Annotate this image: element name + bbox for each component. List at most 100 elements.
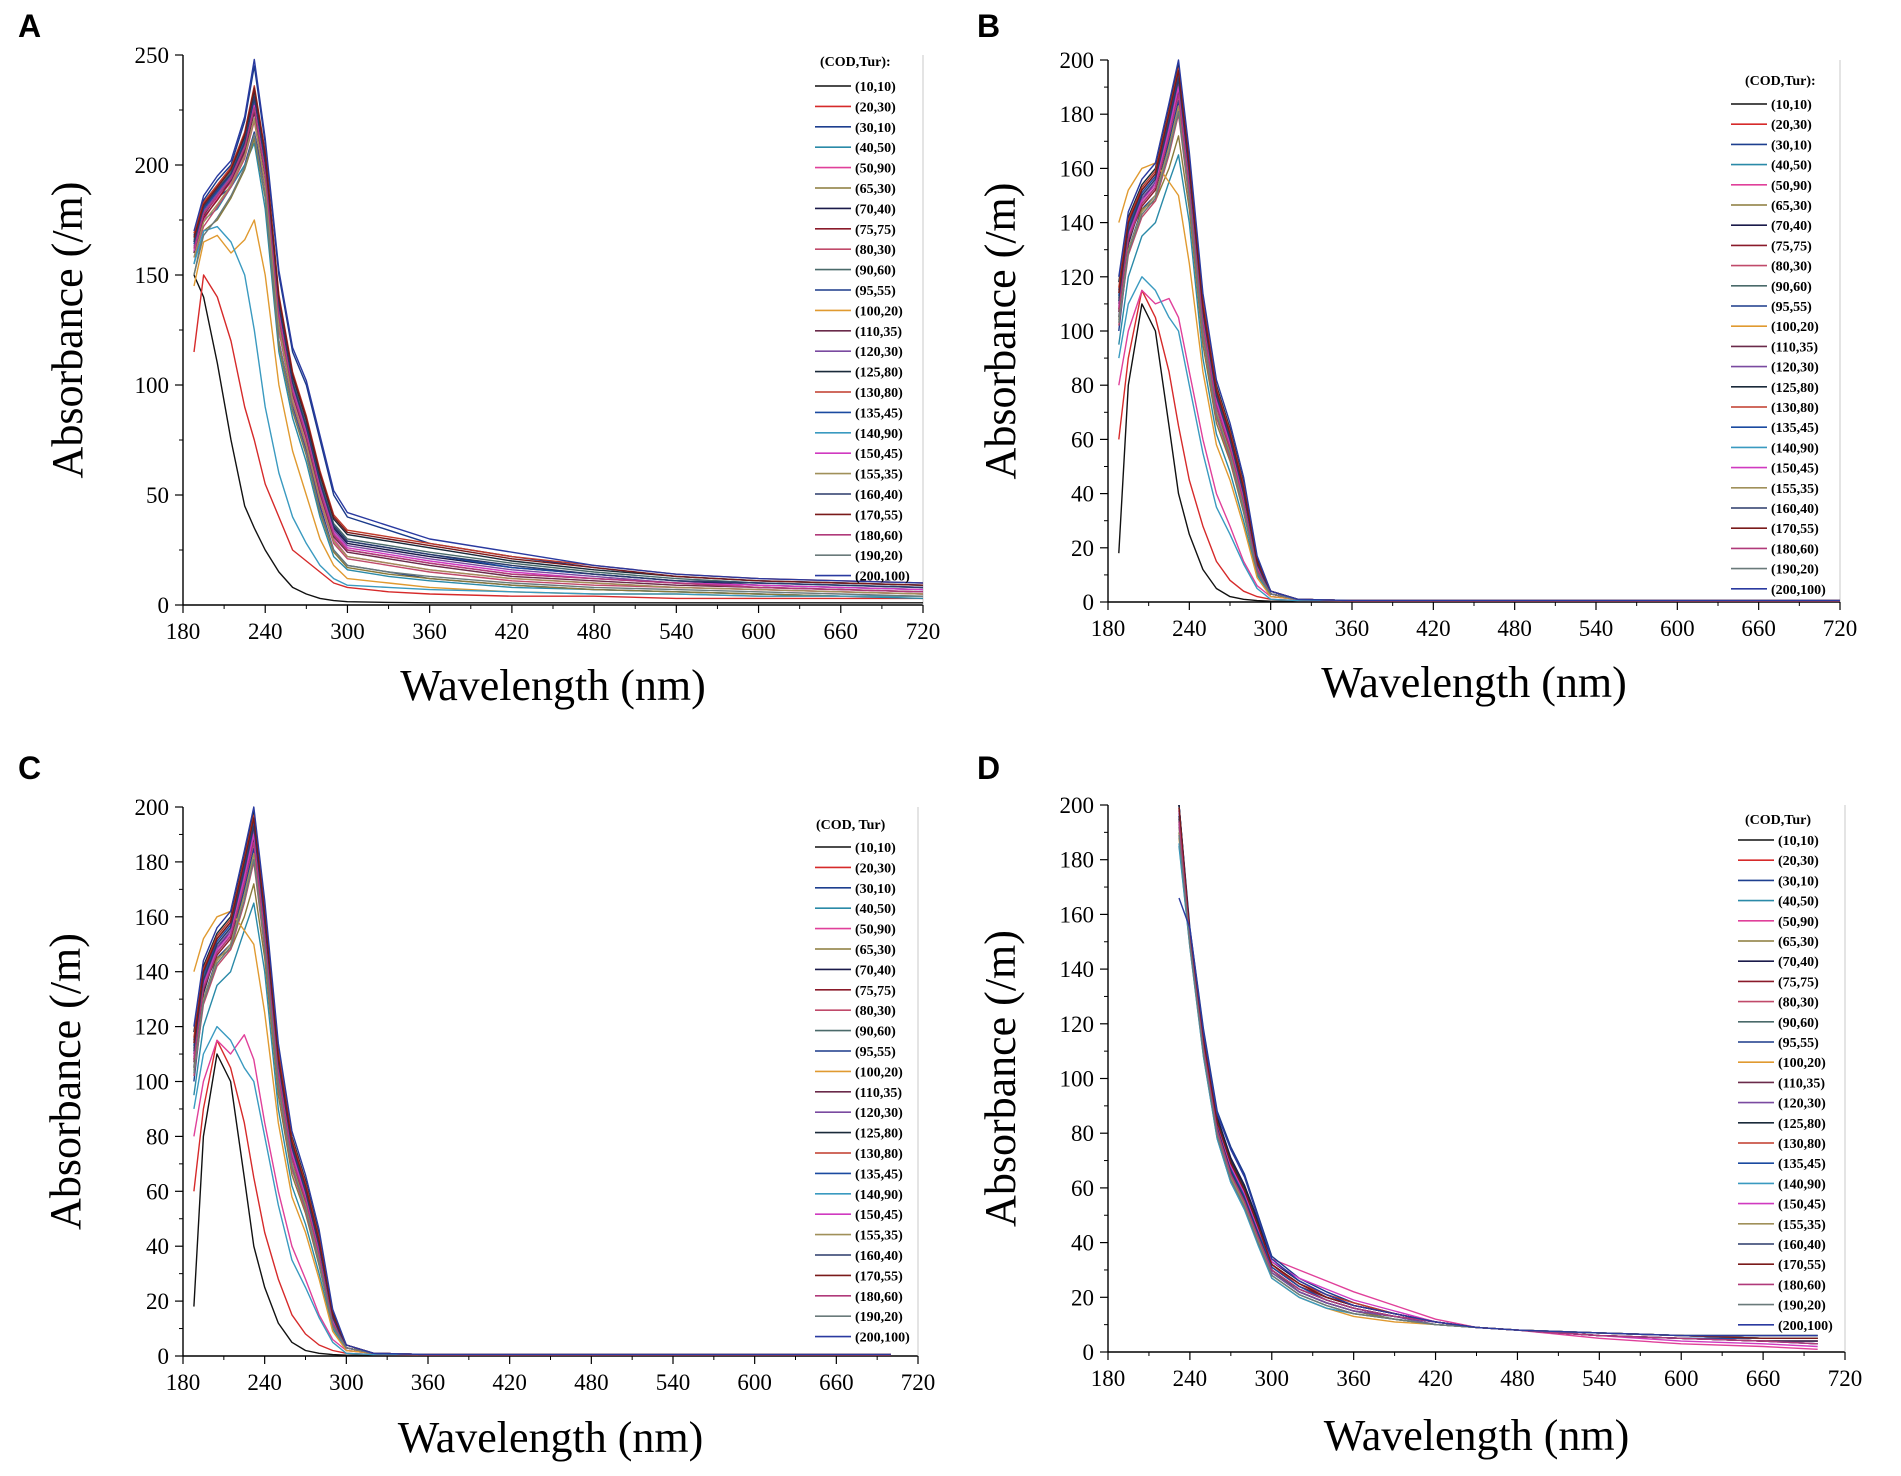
x-tick-label: 420 — [1418, 1366, 1453, 1391]
series-line — [1118, 89, 1840, 602]
chart-a: 180 240 300 360 420 480 540 600 660 720 0 50 100 150 2… — [43, 43, 941, 710]
x-tick-label: 720 — [906, 619, 941, 644]
x-tick-label: 360 — [1335, 616, 1370, 641]
series-line — [1118, 154, 1840, 602]
series-line — [1118, 70, 1840, 602]
legend-label: (120,30) — [855, 345, 903, 360]
series-line — [193, 107, 923, 593]
x-axis-title: Wavelength (nm) — [400, 661, 706, 710]
series-line — [193, 137, 923, 597]
x-tick-label: 300 — [330, 619, 365, 644]
x-tick-label: 540 — [656, 1370, 691, 1395]
legend-label: (190,20) — [1771, 563, 1819, 578]
x-tick-label: 420 — [495, 619, 530, 644]
series-line — [1118, 94, 1840, 602]
legend-label: (30,10) — [1778, 874, 1819, 889]
legend-label: (70,40) — [855, 963, 896, 978]
legend-label: (75,75) — [855, 984, 896, 999]
y-tick-label: 100 — [1060, 1067, 1095, 1092]
y-tick-label: 160 — [135, 905, 170, 930]
legend-label: (95,55) — [1778, 1036, 1819, 1051]
chart-d: 180 240 300 360 420 480 540 600 660 720 0 20 40 60 80 1… — [976, 793, 1863, 1460]
series-line — [193, 89, 923, 586]
legend-label: (180,60) — [1778, 1278, 1826, 1293]
y-tick-label: 160 — [1060, 156, 1095, 181]
panel-label: D — [977, 750, 1001, 786]
x-tick-label: 720 — [1828, 1366, 1863, 1391]
x-tick-label: 180 — [1091, 1366, 1126, 1391]
x-tick-label: 480 — [1500, 1366, 1535, 1391]
series-line — [1118, 105, 1840, 602]
legend-label: (170,55) — [855, 1269, 903, 1284]
legend-label: (140,90) — [1778, 1177, 1826, 1192]
y-tick-label: 60 — [1071, 1176, 1094, 1201]
y-tick-label: 200 — [135, 153, 170, 178]
series-line — [1118, 67, 1840, 602]
legend-label: (200,100) — [855, 1331, 910, 1346]
legend-label: (160,40) — [855, 488, 903, 503]
legend-label: (155,35) — [855, 1229, 903, 1244]
series-line — [1118, 162, 1840, 602]
legend-label: (160,40) — [1771, 502, 1819, 517]
legend-label: (10,10) — [855, 80, 896, 95]
legend-label: (95,55) — [855, 284, 896, 299]
series-line — [193, 1039, 891, 1356]
legend-label: (170,55) — [1778, 1258, 1826, 1273]
x-tick-label: 540 — [659, 619, 694, 644]
panel-label: B — [977, 8, 1001, 44]
legend-label: (155,35) — [855, 468, 903, 483]
legend-label: (110,35) — [1771, 340, 1818, 355]
series-line — [193, 858, 891, 1356]
panel-d: D 180 240 300 360 420 480 540 600 660 720 0 20 40 60 8… — [955, 740, 1901, 1476]
legend-label: (200,100) — [1778, 1319, 1833, 1334]
series-line — [1118, 59, 1840, 602]
legend-label: (80,30) — [855, 243, 896, 258]
panel-b: B 180 240 300 360 420 480 540 600 660 720 0 20 40 60 8… — [955, 0, 1901, 735]
legend-label: (155,35) — [1771, 482, 1819, 497]
series-line — [193, 839, 891, 1356]
legend-label: (180,60) — [1771, 542, 1819, 557]
y-tick-label: 80 — [1071, 373, 1094, 398]
x-tick-label: 180 — [166, 619, 201, 644]
y-tick-label: 150 — [135, 263, 170, 288]
x-tick-label: 240 — [248, 619, 283, 644]
x-tick-label: 480 — [574, 1370, 609, 1395]
y-tick-label: 0 — [1083, 1340, 1095, 1365]
legend-label: (20,30) — [855, 100, 896, 115]
panel-label: C — [18, 750, 42, 786]
legend-label: (140,90) — [855, 1188, 903, 1203]
x-axis-title: Wavelength (nm) — [1321, 658, 1627, 707]
legend-label: (70,40) — [1778, 955, 1819, 970]
legend-label: (140,90) — [1771, 441, 1819, 456]
legend-label: (125,80) — [855, 1127, 903, 1142]
legend-label: (135,45) — [855, 1167, 903, 1182]
legend-label: (190,20) — [855, 549, 903, 564]
x-tick-label: 240 — [247, 1370, 282, 1395]
series-line — [1178, 897, 1818, 1337]
legend-label: (80,30) — [855, 1004, 896, 1019]
legend-label: (130,80) — [1778, 1137, 1826, 1152]
x-tick-label: 600 — [1660, 616, 1695, 641]
series-line — [193, 102, 923, 591]
x-tick-label: 600 — [741, 619, 776, 644]
y-tick-label: 20 — [146, 1289, 169, 1314]
legend-label: (125,80) — [855, 366, 903, 381]
legend-label: (10,10) — [1771, 98, 1812, 113]
legend-label: (140,90) — [855, 427, 903, 442]
chart-b: 180 240 300 360 420 480 540 600 660 720 0 20 40 60 80 1… — [976, 48, 1857, 707]
legend-label: (125,80) — [1771, 381, 1819, 396]
series-line — [193, 852, 891, 1356]
legend-label: (30,10) — [855, 121, 896, 136]
y-axis-title: Absorbance (/m) — [976, 183, 1025, 480]
legend-label: (75,75) — [1778, 975, 1819, 990]
x-tick-label: 660 — [824, 619, 859, 644]
legend-label: (90,60) — [1778, 1016, 1819, 1031]
legend-label: (120,30) — [855, 1106, 903, 1121]
series-line — [1178, 832, 1818, 1339]
legend-label: (40,50) — [1771, 159, 1812, 174]
panel-a: A 180 240 300 360 420 480 540 600 660 720 0 50 100 15… — [0, 0, 950, 735]
series-line — [193, 98, 923, 591]
legend-label: (75,75) — [1771, 239, 1812, 254]
series-line — [1118, 75, 1840, 602]
x-tick-label: 300 — [1255, 1366, 1290, 1391]
